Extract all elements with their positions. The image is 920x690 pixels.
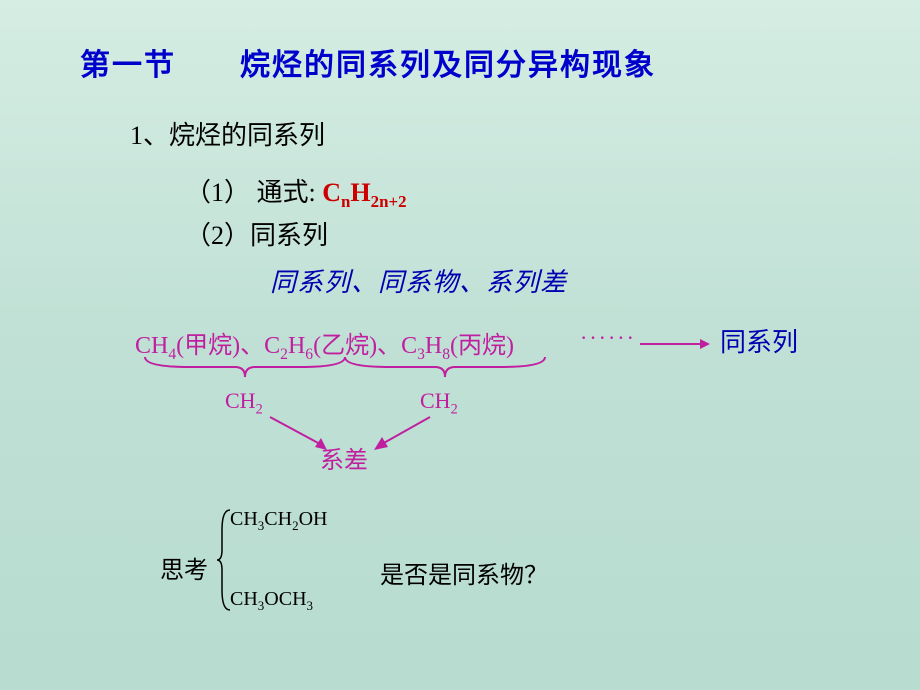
ellipsis: ······ xyxy=(580,325,636,351)
homolog-series-label: 同系列 xyxy=(720,322,798,359)
formula-n1: n xyxy=(341,192,350,211)
formula-n2: 2n+2 xyxy=(371,192,407,211)
series-diff-label: 系差 xyxy=(320,440,368,475)
formula-line: （1） 通式: CnH2n+2 xyxy=(185,172,407,212)
ch2-diff-1: CH2 xyxy=(225,388,263,418)
brace-2 xyxy=(340,355,550,383)
section-title: 第一节 烷烃的同系列及同分异构现象 xyxy=(80,40,656,84)
question-text: 是否是同系物？ xyxy=(380,555,548,590)
formula-h: H xyxy=(350,178,370,207)
topic-heading: 1、烷烃的同系列 xyxy=(130,115,325,152)
terms-line: 同系列、同系物、系列差 xyxy=(270,262,567,299)
think-label: 思考 xyxy=(160,550,208,585)
series-label: （2）同系列 xyxy=(185,215,328,252)
arrow-right-icon xyxy=(640,336,710,352)
arrow-diag-2 xyxy=(370,412,440,452)
formula-c: C xyxy=(322,178,341,207)
brace-1 xyxy=(140,355,350,383)
formula-label: （1） 通式: xyxy=(185,178,322,207)
dimethyl-ether-formula: CH3OCH3 xyxy=(230,588,313,614)
ethanol-formula: CH3CH2OH xyxy=(230,508,327,534)
general-formula: CnH2n+2 xyxy=(322,178,406,207)
